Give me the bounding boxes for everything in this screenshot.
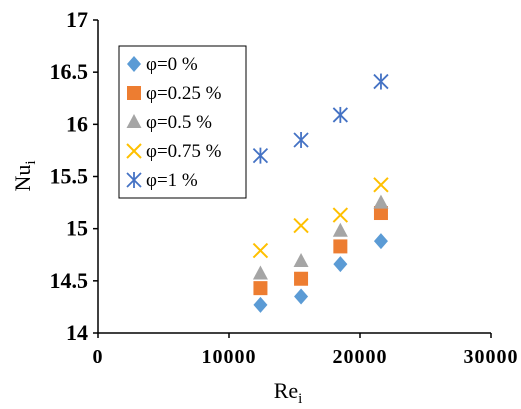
data-point-series-2 xyxy=(373,194,389,209)
data-point-series-3 xyxy=(373,177,389,193)
x-axis-title-sub: i xyxy=(298,391,302,407)
y-axis-title: Nui xyxy=(10,160,39,191)
data-point-series-3 xyxy=(332,207,349,223)
x-axis-title-main: Re xyxy=(274,378,298,403)
y-axis-title-main: Nu xyxy=(10,165,35,192)
data-point-series-0 xyxy=(294,288,309,305)
data-point-series-1 xyxy=(294,271,309,286)
data-point-series-2 xyxy=(293,253,309,268)
data-point-series-4 xyxy=(332,106,348,123)
y-tick-label: 14 xyxy=(66,320,88,345)
legend-marker-series-1 xyxy=(127,86,141,100)
data-point-series-1 xyxy=(333,239,348,254)
data-point-series-0 xyxy=(373,233,388,250)
y-tick-label: 16 xyxy=(66,111,88,136)
x-tick-label: 0 xyxy=(93,346,104,368)
y-tick-label: 14.5 xyxy=(50,268,89,293)
y-axis-title-sub: i xyxy=(23,160,39,164)
y-tick-label: 15 xyxy=(66,216,88,241)
legend-marker-series-2 xyxy=(126,114,142,128)
data-point-series-2 xyxy=(332,222,348,237)
data-point-series-4 xyxy=(252,147,269,164)
legend-label: φ=0 % xyxy=(146,54,198,75)
y-tick-label: 15.5 xyxy=(50,164,89,189)
y-axis-ticks: 14 14.5 15 15.5 16 16.5 17 xyxy=(50,7,98,345)
data-point-series-3 xyxy=(293,217,309,234)
data-point-series-2 xyxy=(252,265,268,280)
data-point-series-1 xyxy=(253,281,268,296)
x-tick-label: 10000 xyxy=(202,346,257,368)
y-tick-label: 17 xyxy=(66,7,88,32)
legend: φ=0 % φ=0.25 % φ=0.5 % φ=0.75 % φ=1 % xyxy=(118,45,247,199)
legend-label: φ=0.75 % xyxy=(146,141,222,162)
x-axis-title: Rei xyxy=(274,378,303,407)
legend-marker-series-4 xyxy=(126,172,142,188)
data-point-series-0 xyxy=(333,256,348,273)
data-point-series-3 xyxy=(252,242,269,259)
x-axis-ticks: 0 10000 20000 30000 xyxy=(93,333,519,368)
legend-marker-series-3 xyxy=(126,143,142,159)
data-point-series-1 xyxy=(373,206,388,221)
legend-label: φ=0.5 % xyxy=(146,112,212,133)
data-point-series-4 xyxy=(293,131,309,148)
legend-marker-series-0 xyxy=(127,56,141,72)
data-point-series-0 xyxy=(253,296,268,313)
data-point-series-4 xyxy=(373,73,389,90)
data-points xyxy=(252,73,389,313)
legend-label: φ=1 % xyxy=(146,170,198,191)
x-tick-label: 20000 xyxy=(333,346,388,368)
x-tick-label: 30000 xyxy=(464,346,519,368)
legend-label: φ=0.25 % xyxy=(146,83,222,104)
y-tick-label: 16.5 xyxy=(50,59,89,84)
